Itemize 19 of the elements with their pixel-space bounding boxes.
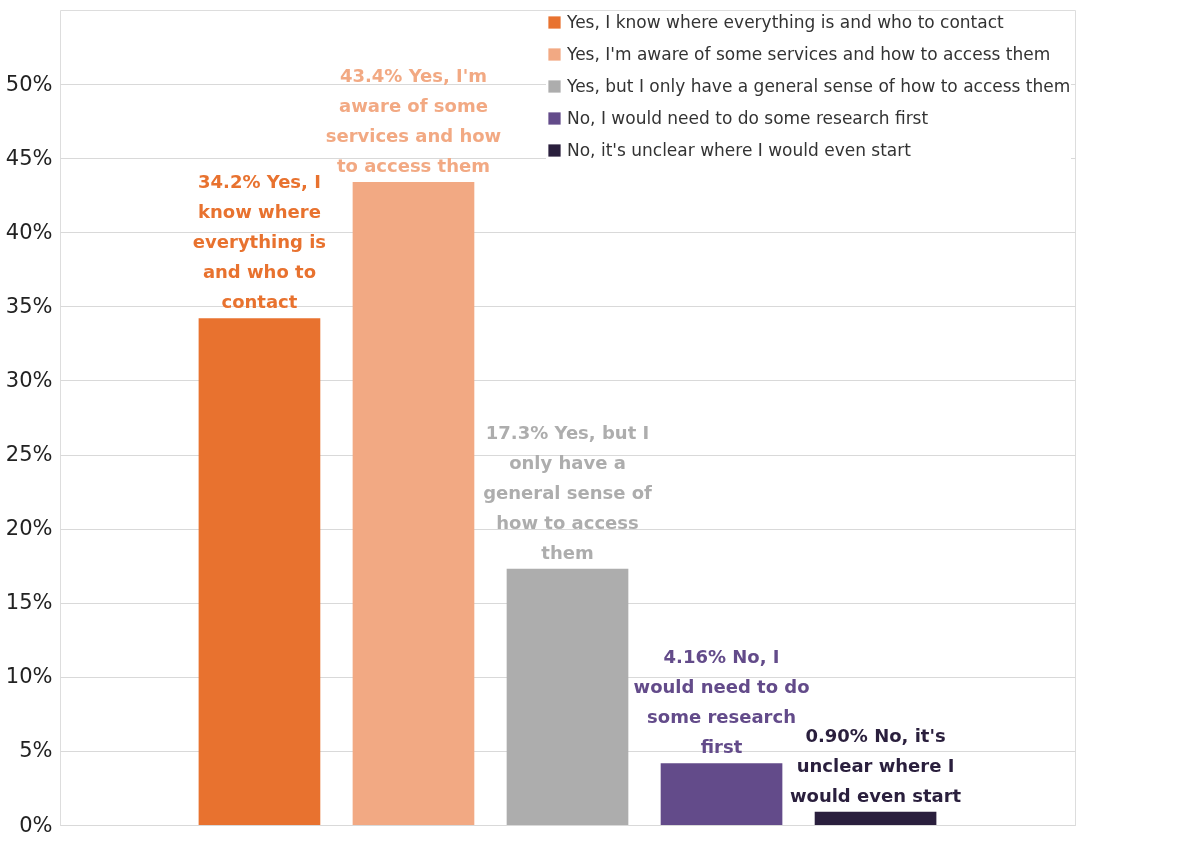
y-tick-label: 0% — [19, 812, 53, 837]
data-label: 43.4% Yes, I'm aware of some services and how to access them — [325, 64, 502, 176]
legend-label: Yes, I know where everything is and who to contact — [566, 11, 1005, 32]
data-label: 34.2% Yes, I know where everything is and who to contact — [192, 171, 327, 313]
y-tick-label: 40% — [5, 219, 53, 244]
legend-label: No, it's unclear where I would even start — [567, 139, 912, 160]
legend-label: Yes, but I only have a general sense of how to access them — [566, 75, 1071, 96]
y-tick-label: 35% — [5, 293, 53, 318]
y-tick-label: 25% — [5, 442, 53, 467]
y-tick-label: 30% — [5, 367, 53, 392]
y-tick-label: 45% — [5, 145, 53, 170]
y-tick-label: 50% — [5, 71, 53, 96]
y-tick-label: 15% — [5, 590, 53, 615]
y-tick-label: 10% — [5, 664, 53, 689]
data-label: 17.3% Yes, but I only have a general sense of how to access them — [483, 421, 653, 563]
legend-label: Yes, I'm aware of some services and how to access them — [566, 43, 1051, 64]
legend-label: No, I would need to do some research first — [567, 107, 929, 128]
y-tick-label: 5% — [19, 738, 53, 763]
y-tick-label: 20% — [5, 516, 53, 541]
